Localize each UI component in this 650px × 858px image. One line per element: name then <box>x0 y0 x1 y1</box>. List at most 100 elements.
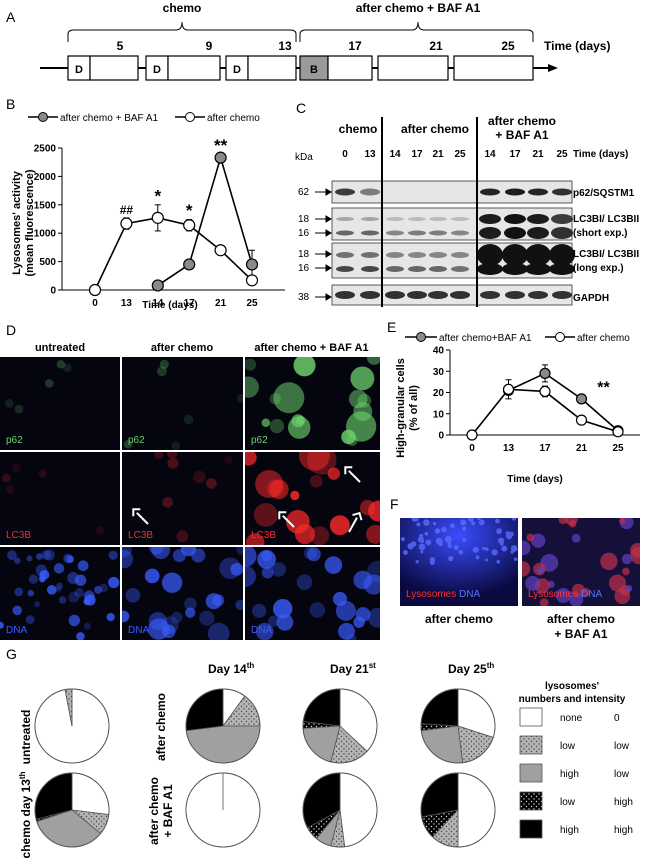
legend-marker-baf <box>38 112 48 122</box>
d-cell-blob <box>0 621 4 629</box>
c-lane-label-3: 17 <box>411 149 423 160</box>
c-blot-lc3-long-2: (long exp.) <box>573 263 624 274</box>
pie-5-outline <box>185 772 261 848</box>
c-lane-label-2: 14 <box>389 149 401 160</box>
pie-6-slice-0 <box>339 772 378 848</box>
d-cell-blob <box>294 524 315 545</box>
c-band-p62-8 <box>528 188 548 196</box>
c-band-lc3l-ii-0 <box>336 266 354 272</box>
g-legend-title-2: numbers and intensity <box>519 694 626 705</box>
d-arrow-baf-1 <box>344 466 361 483</box>
f-nucleus <box>429 560 435 565</box>
panel-e-chart: E after chemo+BAF A1 after chemo High-gr… <box>387 319 640 485</box>
b-point-0-3 <box>183 258 196 271</box>
d-cell-blob <box>236 394 243 403</box>
d-cell-blob <box>245 547 257 567</box>
pie-0-outline <box>34 688 110 764</box>
pie-2-slice-2 <box>185 725 261 764</box>
d-cell-blob <box>74 574 87 586</box>
panel-d-letter: D <box>6 322 17 338</box>
d-cell-blob <box>154 452 164 460</box>
d-arrow-baf-3-shaft <box>348 517 358 533</box>
c-band-lc3l-ii-1 <box>361 266 379 272</box>
g-row-untreated: untreated <box>19 710 33 765</box>
d-cell-blob <box>366 524 380 544</box>
c-arrowhead-16a <box>325 229 332 237</box>
c-band-lc3l-i-5 <box>451 252 469 258</box>
d-cell-blob <box>56 360 66 369</box>
d-cell-blob <box>122 549 133 569</box>
d-cell-blob <box>14 587 24 597</box>
c-band-gapdh-8 <box>528 291 548 299</box>
f-cell <box>569 592 584 606</box>
box-label-d2: D <box>153 64 161 76</box>
f-nucleus <box>450 523 455 529</box>
f-caption-2: after chemo <box>546 612 616 626</box>
c-band-lc3l-ii-9 <box>549 263 575 275</box>
d-micrograph-p62-1: p62 <box>122 357 243 450</box>
b-point-0-4 <box>214 151 227 164</box>
f-nucleus <box>505 531 511 537</box>
g-legend-swatch-1 <box>519 735 543 755</box>
f-nucleus <box>441 526 447 533</box>
d-cell-blob <box>366 357 380 365</box>
d-cell-blob <box>68 614 81 627</box>
g-legend-right-1: low <box>614 741 630 752</box>
f-nucleus <box>434 528 441 534</box>
b-point-1-3 <box>183 219 196 232</box>
g-header-day21-sup: st <box>369 661 376 670</box>
pie-3-outline <box>302 688 378 764</box>
f-nucleus <box>418 543 426 551</box>
e-point-1-2 <box>539 385 551 398</box>
chemo-label: chemo <box>163 1 202 15</box>
d-micrograph-texture-0-1 <box>123 359 243 450</box>
d-cell-blob <box>353 616 365 628</box>
pie-7-outline <box>420 772 496 848</box>
f-nucleus <box>432 521 437 526</box>
c-band-gapdh-5 <box>450 291 470 299</box>
d-cell-blob <box>76 632 85 640</box>
b-annotation-0: ## <box>120 203 134 217</box>
c-band-lc3l-ii-6 <box>477 263 503 275</box>
d-cell-blob <box>26 555 33 562</box>
d-cell-blob <box>298 452 330 471</box>
b-xtick-label-1: 13 <box>121 298 133 309</box>
g-header-day21-main: Day 21 <box>330 662 369 676</box>
f-cell <box>571 533 581 543</box>
e-legend-marker-baf <box>416 332 426 342</box>
panel-g-pies: G Day 14th Day 21st Day 25th untreated c… <box>6 646 633 858</box>
d-micrograph-p62-2: p62 <box>245 357 380 450</box>
f-nucleus <box>415 560 419 564</box>
day-tick-9: 9 <box>206 39 213 53</box>
f2-dna-label: DNA <box>581 589 603 600</box>
d-label-lc3b-2: LC3B <box>251 530 277 541</box>
d-arrow-baf-2 <box>278 511 295 528</box>
e-ytick-label-0: 0 <box>438 431 444 442</box>
d-arrow-baf-1-head <box>344 466 353 475</box>
c-band-gapdh-0 <box>335 291 355 299</box>
d-cell-blob <box>148 618 170 640</box>
c-band-lc3s-i-1 <box>361 217 379 221</box>
f-nucleus <box>460 519 467 526</box>
g-row-chemo-day13-main: chemo day 13 <box>19 779 33 858</box>
timeline-box-chemo3 <box>247 55 297 81</box>
pie-4-slice-2 <box>420 725 464 764</box>
f-nucleus <box>485 547 489 551</box>
legend-text-baf: after chemo + BAF A1 <box>60 113 159 124</box>
c-blot-lc3-short-1: LC3BI/ LC3BII <box>573 214 639 225</box>
d-cell-blob <box>108 576 120 589</box>
d-cell-blob <box>185 607 196 618</box>
c-blot-lc3-short-2: (short exp.) <box>573 228 627 239</box>
d-cell-blob <box>306 547 321 562</box>
c-band-lc3l-i-8 <box>525 244 551 266</box>
f-cell <box>630 546 640 565</box>
d-micrograph-texture-1-2 <box>245 452 380 545</box>
f-cell <box>580 587 590 597</box>
d-cell-blob <box>236 547 243 556</box>
d-micrograph-p62-0: p62 <box>0 357 120 450</box>
c-lane-label-1: 13 <box>364 149 376 160</box>
b-xtick-label-0: 0 <box>92 298 98 309</box>
b-point-0-5 <box>245 258 259 271</box>
d-cell-blob <box>309 474 323 488</box>
e-ytick-label-4: 40 <box>433 346 445 357</box>
